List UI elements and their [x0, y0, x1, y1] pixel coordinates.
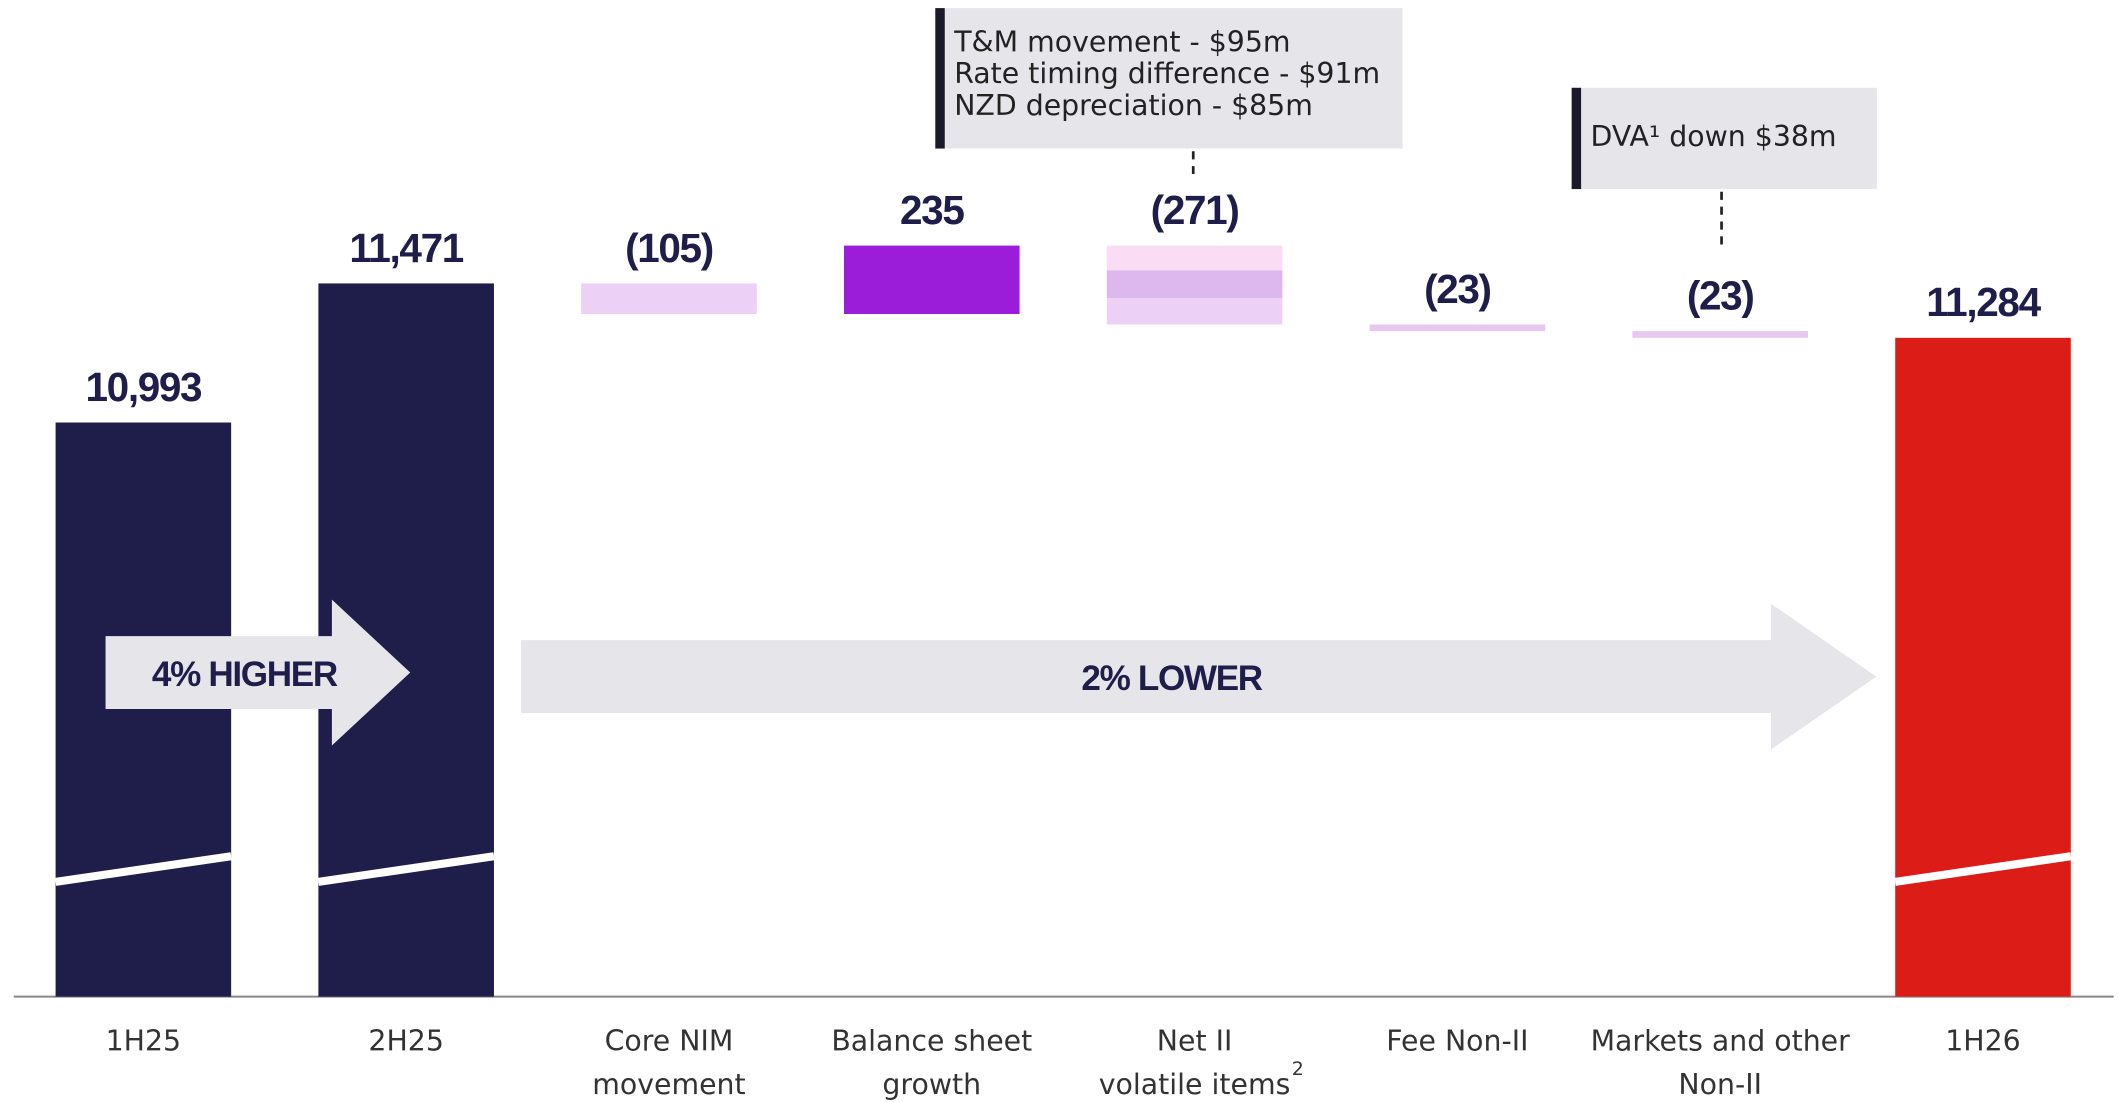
value-label: (23): [1424, 266, 1491, 312]
value-label: 11,471: [349, 225, 463, 271]
axis-break: [317, 852, 495, 886]
x-tick-label-line: Balance sheet: [831, 1025, 1032, 1058]
x-tick-label: Fee Non-II: [1386, 1025, 1528, 1058]
bar: [1369, 324, 1546, 332]
callout-box: [935, 8, 1403, 149]
arrow-label: 2% LOWER: [1081, 659, 1262, 698]
x-tick-label: Net II volatile items: [1099, 1025, 1291, 1101]
bar: [581, 283, 757, 314]
bar: [1632, 331, 1808, 338]
bar-segment: [1106, 270, 1283, 298]
footnote-marker: 2: [1292, 1058, 1304, 1080]
axis-break: [54, 852, 232, 886]
x-tick-label-line: growth: [882, 1068, 981, 1101]
arrow: [105, 599, 411, 746]
axis-break: [1894, 852, 2072, 886]
bar-segment: [1106, 297, 1283, 325]
x-tick-label-line: 2H25: [368, 1025, 443, 1058]
value-label: 10,993: [85, 364, 202, 410]
x-tick-label-line: Net II: [1157, 1025, 1233, 1058]
callout-accent: [1571, 87, 1582, 190]
x-tick-label-line: Markets and other: [1591, 1025, 1851, 1058]
value-label: (271): [1151, 187, 1239, 233]
callout-accent: [935, 8, 945, 149]
x-tick-label: 1H26: [1945, 1025, 2020, 1058]
value-label: (23): [1687, 273, 1754, 319]
bar: [844, 245, 1020, 314]
x-tick-label-line: Non-II: [1678, 1068, 1761, 1101]
x-tick-label: Balance sheet growth: [831, 1025, 1032, 1101]
x-tick-label-line: movement: [592, 1068, 745, 1101]
callout-text: NZD depreciation - $85m: [954, 89, 1313, 122]
value-label: 235: [900, 187, 964, 233]
bar: [1895, 337, 2071, 997]
callout-box: [1571, 87, 1877, 190]
x-tick-label-line: Fee Non-II: [1386, 1025, 1528, 1058]
callout-text: DVA¹ down $38m: [1591, 120, 1837, 153]
x-tick-label: Core NIM movement: [592, 1025, 745, 1101]
bar: [55, 422, 232, 997]
arrow-label: 4% HIGHER: [152, 655, 338, 694]
value-label: (105): [625, 225, 713, 271]
value-label: 11,284: [1926, 279, 2041, 325]
x-tick-label-line: 1H25: [106, 1025, 181, 1058]
bar-segment: [1106, 245, 1283, 271]
x-tick-label-line: Core NIM: [605, 1025, 734, 1058]
callout-text: T&M movement - $95m: [953, 25, 1290, 58]
callout-text: Rate timing difference - $91m: [954, 57, 1380, 90]
x-tick-label-line: 1H26: [1945, 1025, 2020, 1058]
x-tick-label: 2H25: [368, 1025, 443, 1058]
x-tick-label: Markets and other Non-II: [1591, 1025, 1851, 1101]
x-tick-label: 1H25: [106, 1025, 181, 1058]
x-tick-label-line: volatile items: [1099, 1068, 1291, 1101]
